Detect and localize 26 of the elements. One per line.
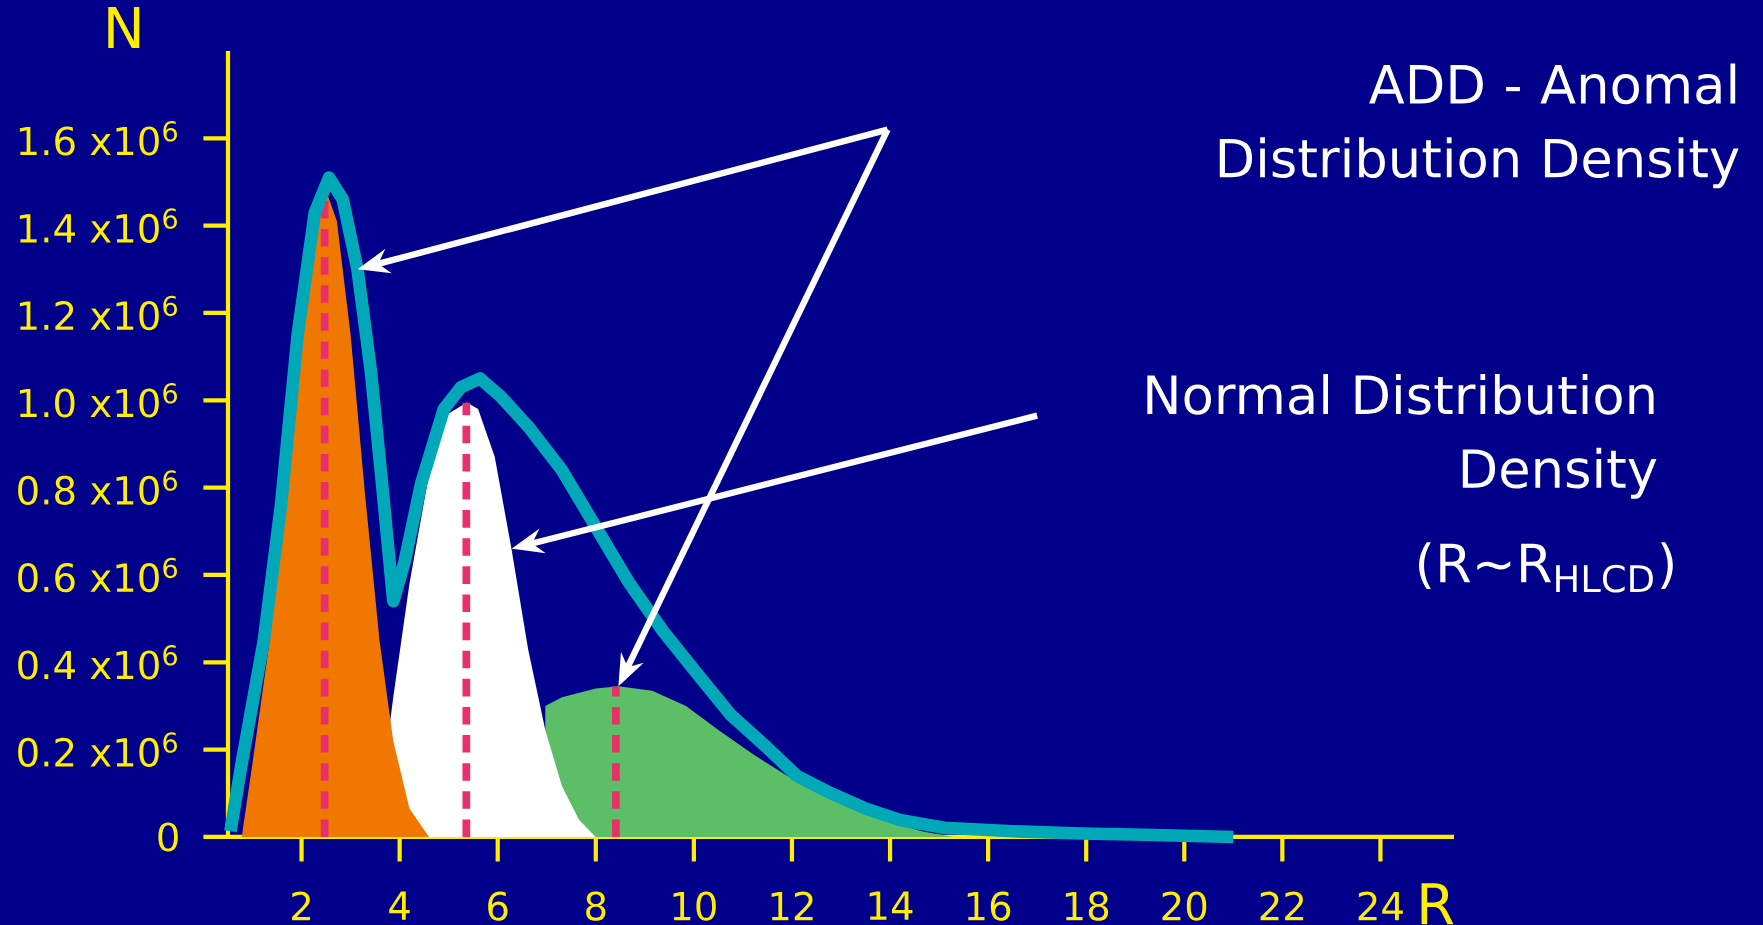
y-axis-title: N bbox=[108, 6, 140, 48]
x-tick-label: 24 bbox=[1358, 891, 1403, 921]
y-tick-label: 1.4 x10$^{6}$ bbox=[19, 208, 177, 243]
y-tick-label: 0 bbox=[158, 822, 178, 852]
x-tick-label: 4 bbox=[389, 891, 410, 920]
y-tick-label: 1.2 x10$^{6}$ bbox=[19, 295, 177, 331]
x-axis-title: R bbox=[1421, 883, 1454, 925]
x-tick-label: 22 bbox=[1260, 891, 1304, 921]
x-tick-label: 20 bbox=[1162, 891, 1207, 921]
annotation: (R~R$_{HLCD}$) bbox=[1419, 542, 1673, 593]
x-tick-label: 2 bbox=[292, 891, 310, 921]
x-tick-label: 18 bbox=[1065, 891, 1109, 921]
y-tick-label: 0.8 x10$^{6}$ bbox=[18, 470, 177, 505]
y-tick-label: 0.6 x10$^{6}$ bbox=[18, 557, 177, 593]
y-tick-label: 1.0 x10$^{6}$ bbox=[19, 383, 177, 418]
annotation: Normal Distribution Density bbox=[1147, 373, 1657, 499]
y-tick-label: 1.6 x10$^{6}$ bbox=[19, 121, 177, 156]
x-tick-label: 8 bbox=[586, 891, 606, 921]
y-tick-label: 0.2 x10$^{6}$ bbox=[18, 732, 177, 767]
annotation: ADD - Anomal Distribution Density bbox=[1219, 63, 1739, 189]
x-tick-label: 12 bbox=[771, 891, 813, 921]
x-tick-label: 14 bbox=[869, 891, 913, 920]
x-tick-label: 10 bbox=[673, 891, 716, 921]
x-tick-label: 16 bbox=[967, 891, 1011, 921]
x-tick-label: 6 bbox=[488, 891, 508, 921]
y-tick-label: 0.4 x10$^{6}$ bbox=[18, 645, 177, 680]
